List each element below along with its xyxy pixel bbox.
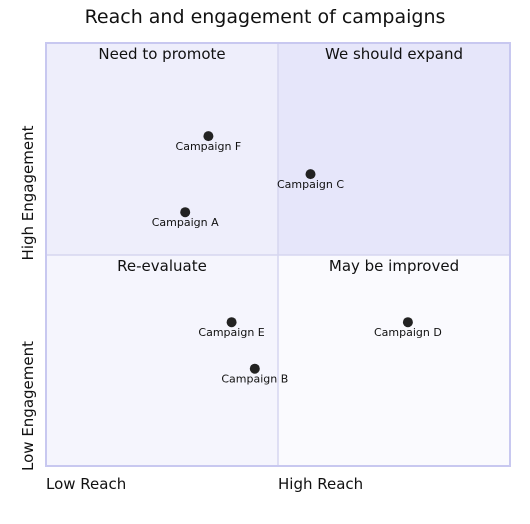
quadrant-label-may-be-improved: May be improved [329,257,459,275]
data-point-campaign-e [226,317,237,328]
data-point-label-campaign-f: Campaign F [176,140,242,153]
data-point-campaign-d [402,317,413,328]
quadrant-label-we-should-expand: We should expand [325,45,463,63]
data-point-label-campaign-a: Campaign A [152,216,219,229]
data-point-label-campaign-e: Campaign E [198,326,264,339]
plot-border [45,42,511,467]
quadrant-may-be-improved [278,255,510,466]
data-point-label-campaign-b: Campaign B [221,373,288,386]
x-axis-high-label: High Reach [278,475,363,493]
y-axis-high-label: High Engagement [19,125,37,260]
y-axis-low-label: Low Engagement [19,341,37,471]
quadrant-label-need-to-promote: Need to promote [98,45,225,63]
quadrant-area [46,43,510,466]
data-point-label-campaign-c: Campaign C [277,178,344,191]
data-point-campaign-b [249,363,260,374]
quadrant-need-to-promote [46,43,278,255]
quadrant-we-should-expand [278,43,510,255]
data-point-campaign-c [305,169,316,180]
quadrant-re-evaluate [46,255,278,466]
data-point-label-campaign-d: Campaign D [374,326,442,339]
data-points: Campaign A Campaign B Campaign C Campaign D… [152,131,442,386]
x-axis-low-label: Low Reach [46,475,126,493]
chart-title: Reach and engagement of campaigns [85,6,446,28]
data-point-campaign-a [180,207,191,218]
data-point-campaign-f [203,131,214,142]
quadrant-label-re-evaluate: Re-evaluate [117,257,207,275]
